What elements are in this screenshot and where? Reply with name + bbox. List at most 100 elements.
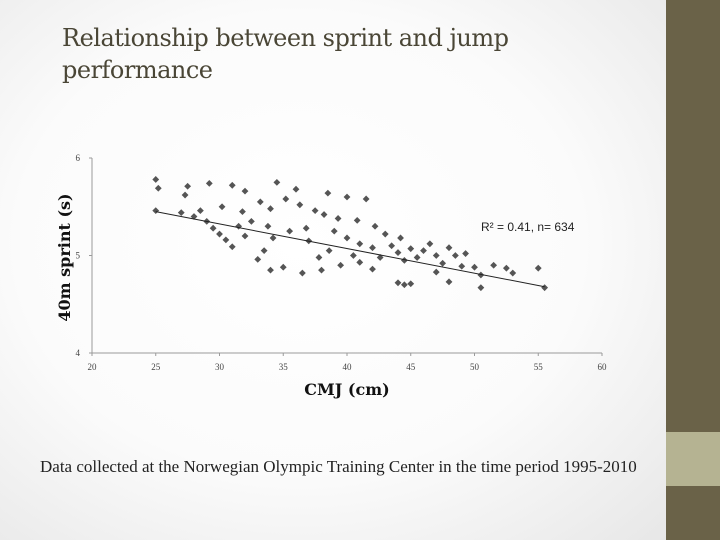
data-point — [353, 217, 361, 224]
y-tick-label: 4 — [76, 348, 81, 358]
data-point — [343, 193, 351, 201]
slide-title: Relationship between sprint and jump per… — [62, 24, 509, 84]
data-point — [239, 208, 246, 216]
data-point — [369, 265, 376, 273]
data-point — [369, 244, 376, 252]
x-tick-label: 35 — [279, 362, 289, 372]
data-point — [235, 222, 243, 230]
data-point — [228, 181, 236, 189]
data-point — [267, 205, 274, 213]
data-point — [477, 271, 485, 279]
data-point — [349, 252, 357, 259]
data-point — [394, 279, 402, 287]
data-point — [311, 207, 319, 215]
data-point — [413, 254, 421, 261]
data-point — [477, 284, 485, 292]
data-point — [216, 230, 223, 238]
data-point — [318, 266, 325, 274]
data-point — [247, 217, 255, 225]
data-point — [334, 215, 342, 222]
data-point — [426, 240, 434, 248]
data-point — [177, 209, 185, 216]
x-tick-label: 50 — [470, 362, 480, 372]
data-point — [400, 281, 408, 289]
data-point — [356, 258, 364, 266]
data-point — [502, 264, 510, 272]
data-point — [228, 243, 236, 251]
data-point — [181, 191, 189, 199]
x-tick-label: 25 — [151, 362, 161, 372]
data-point — [320, 211, 328, 218]
data-point — [362, 195, 370, 203]
chart-annotation: R² = 0.41, n= 634 — [481, 220, 575, 234]
data-point — [256, 198, 264, 206]
data-point — [241, 187, 249, 195]
y-tick-label: 5 — [76, 251, 81, 261]
data-point — [407, 245, 415, 253]
trendline — [155, 211, 545, 288]
data-point — [397, 234, 404, 242]
chart-trendline-group — [155, 211, 545, 288]
data-point — [439, 259, 447, 267]
data-point — [445, 278, 453, 286]
data-point — [541, 284, 549, 292]
x-tick-label: 20 — [88, 362, 98, 372]
data-point — [298, 269, 306, 277]
data-point — [279, 263, 287, 271]
data-point — [260, 247, 268, 255]
y-tick-label: 6 — [76, 153, 81, 163]
data-point — [282, 195, 290, 203]
data-point — [407, 280, 415, 288]
data-point — [154, 184, 162, 192]
data-point — [458, 262, 466, 270]
data-point — [432, 268, 440, 276]
data-point — [209, 224, 217, 232]
slide-footnote: Data collected at the Norwegian Olympic … — [40, 457, 637, 476]
data-point — [184, 182, 192, 190]
data-point — [254, 256, 262, 263]
x-tick-label: 30 — [215, 362, 225, 372]
data-point — [296, 201, 304, 209]
data-point — [269, 234, 277, 242]
data-point — [490, 261, 498, 269]
data-point — [325, 247, 333, 255]
data-point — [241, 232, 249, 240]
data-point — [388, 242, 396, 250]
data-point — [152, 176, 160, 183]
data-point — [292, 185, 300, 193]
data-point — [420, 247, 427, 255]
data-point — [273, 178, 281, 186]
data-point — [394, 249, 402, 256]
x-tick-label: 40 — [343, 362, 353, 372]
data-point — [196, 207, 204, 215]
data-point — [371, 222, 379, 230]
data-point — [432, 252, 440, 259]
data-point — [356, 240, 364, 248]
data-point — [264, 222, 272, 230]
data-point — [205, 179, 213, 187]
data-point — [462, 250, 469, 257]
data-point — [445, 244, 453, 252]
data-point — [222, 236, 230, 244]
x-axis-label: CMJ (cm) — [304, 380, 389, 399]
data-point — [152, 207, 160, 215]
x-tick-label: 45 — [406, 362, 416, 372]
data-point — [286, 227, 294, 235]
data-point — [471, 263, 478, 271]
data-point — [324, 189, 332, 197]
slide-background — [0, 0, 666, 540]
data-point — [330, 227, 338, 235]
data-point — [509, 269, 517, 277]
y-axis-label: 40m sprint (s) — [55, 193, 74, 321]
data-point — [534, 264, 542, 272]
x-tick-label: 60 — [598, 362, 608, 372]
data-point — [451, 252, 459, 259]
data-point — [315, 254, 323, 261]
data-point — [267, 266, 274, 274]
x-tick-label: 55 — [534, 362, 544, 372]
data-point — [302, 224, 310, 232]
data-point — [381, 230, 389, 238]
decorative-side-accent — [666, 432, 720, 486]
